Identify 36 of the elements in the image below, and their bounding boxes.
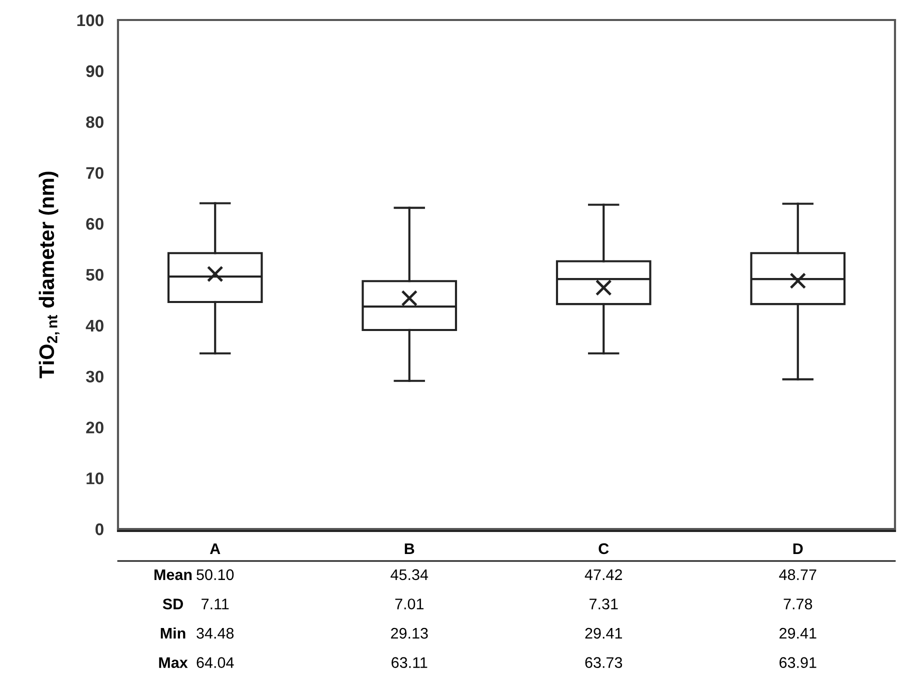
- text: Mean: [154, 569, 192, 580]
- x-tick-label: B: [404, 543, 414, 554]
- text: 7.31: [590, 598, 618, 610]
- y-tick-label: 10: [86, 472, 104, 484]
- text: 29.41: [585, 628, 622, 639]
- text: SD: [162, 598, 183, 610]
- text: 63.73: [585, 657, 622, 668]
- text: 47.42: [584, 569, 622, 580]
- y-tick-label: 70: [86, 167, 104, 179]
- x-tick-label: A: [210, 543, 220, 554]
- y-axis-title: TiO$_{2,nt}$ diameter (nm): [38, 172, 60, 378]
- y-tick-label: 100: [77, 14, 104, 26]
- text: 7.11: [202, 598, 229, 610]
- y-tick-label: 20: [86, 422, 104, 434]
- text: 50.10: [196, 569, 234, 580]
- text: 7.78: [784, 598, 812, 610]
- y-tick-label: 90: [86, 65, 104, 78]
- y-tick-label: 60: [86, 218, 104, 230]
- x-tick-label: C: [598, 543, 609, 554]
- y-tick-label: 30: [86, 370, 104, 383]
- y-tick-label: 40: [86, 320, 104, 332]
- text: 48.77: [779, 569, 816, 580]
- text: 63.91: [780, 657, 816, 668]
- y-tick-label: 50: [86, 268, 104, 281]
- x-tick-label: D: [793, 543, 803, 554]
- text: 29.13: [391, 628, 428, 639]
- text: 29.41: [780, 628, 816, 639]
- text: 64.04: [196, 657, 234, 668]
- text: Min: [160, 627, 186, 639]
- y-tick-label: 0: [96, 523, 104, 536]
- text: Max: [159, 657, 188, 668]
- text: 34.48: [196, 628, 234, 639]
- text: 63.11: [392, 657, 428, 668]
- y-tick-label: 80: [86, 116, 104, 128]
- text: 7.01: [395, 598, 424, 610]
- text: 45.34: [390, 569, 428, 580]
